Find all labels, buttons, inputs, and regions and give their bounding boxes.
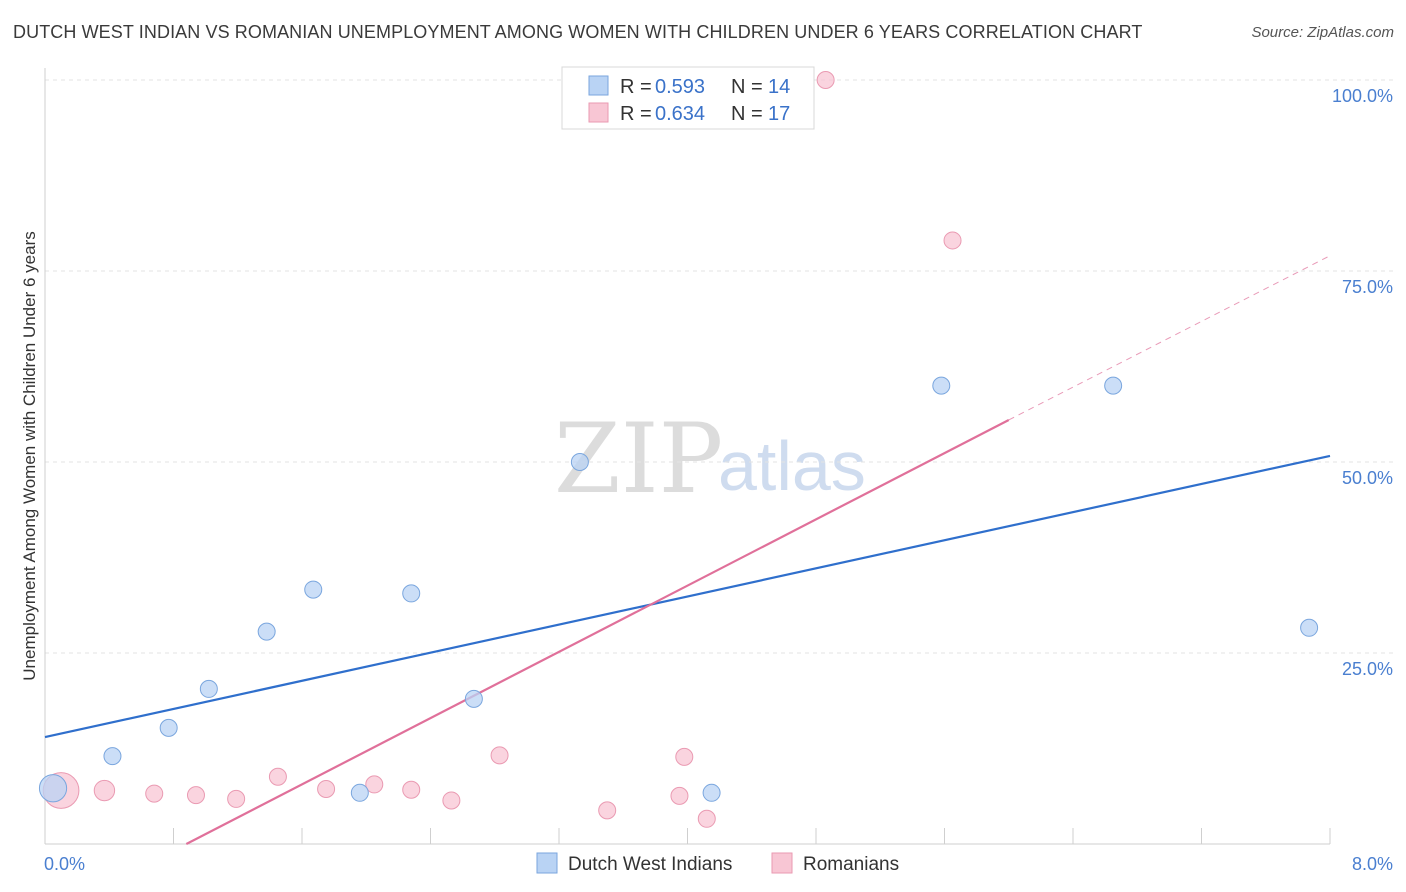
legend-label-romanians: Romanians <box>803 854 899 875</box>
data-point-dutch-west-indians <box>570 453 589 471</box>
watermark: ZIP atlas <box>554 403 866 515</box>
data-point-dutch-west-indians <box>38 774 68 803</box>
legend-swatch-romanians <box>588 102 609 123</box>
data-point-romanians <box>598 801 617 820</box>
x-tick-label: 0.0% <box>44 854 85 874</box>
y-tick-label: 50.0% <box>1342 468 1393 488</box>
data-point-romanians <box>402 780 421 799</box>
data-point-dutch-west-indians <box>199 679 218 698</box>
trend-line-extension-romanians <box>1008 255 1331 421</box>
data-point-romanians <box>490 746 509 765</box>
legend-r-label: R = <box>620 103 652 125</box>
legend-r-value: 0.593 <box>655 76 705 98</box>
legend-n-label: N = <box>731 76 763 98</box>
data-point-dutch-west-indians <box>702 783 721 802</box>
data-point-romanians <box>268 767 287 786</box>
watermark-atlas: atlas <box>718 427 866 505</box>
data-point-romanians <box>442 791 461 810</box>
data-point-dutch-west-indians <box>257 622 276 641</box>
legend-n-value: 14 <box>768 76 790 98</box>
correlation-legend: R = 0.593 N = 14 R = 0.634 N = 17 <box>561 66 815 130</box>
data-point-dutch-west-indians <box>103 747 122 766</box>
x-tick-label: 8.0% <box>1352 854 1393 874</box>
data-point-romanians <box>93 779 116 802</box>
data-points <box>38 71 1319 828</box>
legend-r-value: 0.634 <box>655 103 705 125</box>
data-point-dutch-west-indians <box>402 584 421 603</box>
data-point-dutch-west-indians <box>159 718 178 737</box>
y-axis-label: Unemployment Among Women with Children U… <box>20 231 39 680</box>
legend-n-value: 17 <box>768 103 790 125</box>
legend-r-label: R = <box>620 76 652 98</box>
data-point-romanians <box>675 747 694 766</box>
legend-n-label: N = <box>731 103 763 125</box>
data-point-dutch-west-indians <box>464 689 483 708</box>
data-point-romanians <box>697 809 716 828</box>
data-point-dutch-west-indians <box>1104 376 1123 395</box>
axes <box>44 68 1331 845</box>
data-point-dutch-west-indians <box>1300 618 1319 637</box>
tick-labels: 25.0% 50.0% 75.0% 100.0% 0.0% 8.0% <box>44 86 1393 874</box>
y-tick-label: 100.0% <box>1332 86 1393 106</box>
grid <box>45 79 1395 654</box>
source-credit: Source: ZipAtlas.com <box>1251 24 1394 41</box>
data-point-romanians <box>943 231 962 250</box>
chart-title: DUTCH WEST INDIAN VS ROMANIAN UNEMPLOYME… <box>13 22 1143 42</box>
series-legend: Dutch West Indians Romanians <box>536 852 899 875</box>
trend-line-dutch-west-indians <box>44 454 1331 739</box>
legend-swatch-romanians <box>771 852 793 874</box>
data-point-dutch-west-indians <box>304 580 323 599</box>
data-point-romanians <box>816 71 835 89</box>
data-point-romanians <box>317 779 336 798</box>
legend-swatch-dutch-west-indians <box>588 75 609 96</box>
data-point-romanians <box>186 786 205 805</box>
trend-line-romanians <box>185 419 1010 845</box>
y-tick-label: 75.0% <box>1342 277 1393 297</box>
trend-lines <box>44 255 1331 845</box>
y-tick-label: 25.0% <box>1342 659 1393 679</box>
data-point-romanians <box>145 784 164 803</box>
data-point-dutch-west-indians <box>932 376 951 395</box>
data-point-romanians <box>365 775 384 794</box>
legend-label-dutch-west-indians: Dutch West Indians <box>568 854 732 875</box>
data-point-dutch-west-indians <box>350 783 369 802</box>
data-point-romanians <box>670 786 689 805</box>
data-point-romanians <box>227 789 246 808</box>
legend-swatch-dutch-west-indians <box>536 852 558 874</box>
